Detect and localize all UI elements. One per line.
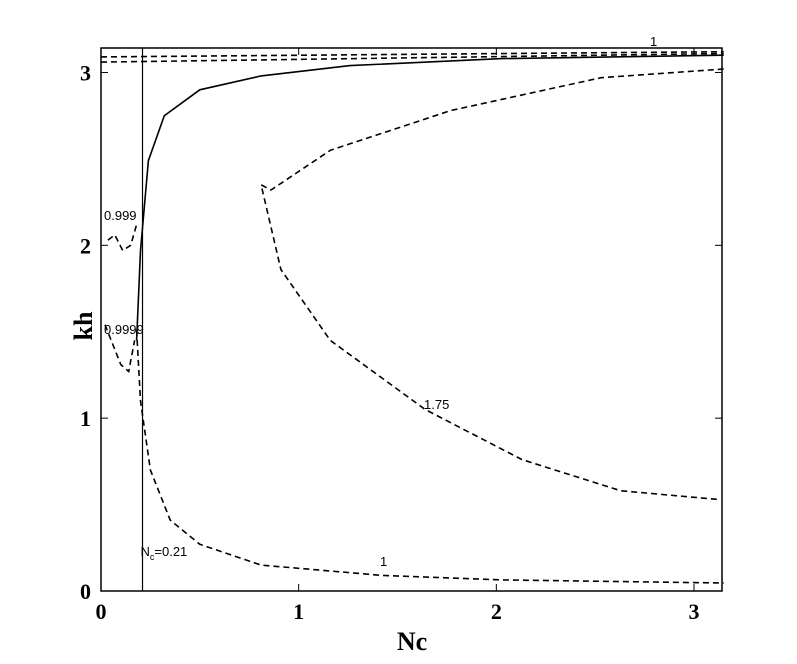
x-tick-label: 1 (293, 599, 304, 624)
x-tick-label: 2 (491, 599, 502, 624)
contour-line (107, 224, 138, 252)
contour-line (100, 50, 724, 58)
contour-label: 0.9999 (104, 322, 144, 337)
vline-label: Nc=0.21 (141, 544, 188, 562)
x-axis-label: Nc (397, 627, 427, 656)
plot-frame (100, 47, 723, 592)
contour-line (259, 68, 724, 501)
y-tick-label: 1 (80, 406, 91, 431)
vline-label-rest: =0.21 (154, 544, 187, 559)
vline-label-main: N (141, 544, 150, 559)
contour-line (100, 52, 724, 63)
x-tick-label: 3 (689, 599, 700, 624)
contour-label: 1.75 (424, 397, 449, 412)
contour-label: 1 (380, 554, 387, 569)
y-tick-label: 0 (80, 579, 91, 604)
vline-label-sub: c (150, 552, 155, 562)
y-axis-label: kh (69, 311, 98, 340)
contour-line (104, 324, 136, 374)
x-tick-label: 0 (96, 599, 107, 624)
contour-label: 0.999 (104, 208, 137, 223)
y-tick-label: 3 (80, 60, 91, 85)
y-tick-label: 2 (80, 233, 91, 258)
contour-line (135, 329, 724, 584)
contour-line (135, 54, 724, 341)
contour-label: 1 (650, 34, 657, 49)
